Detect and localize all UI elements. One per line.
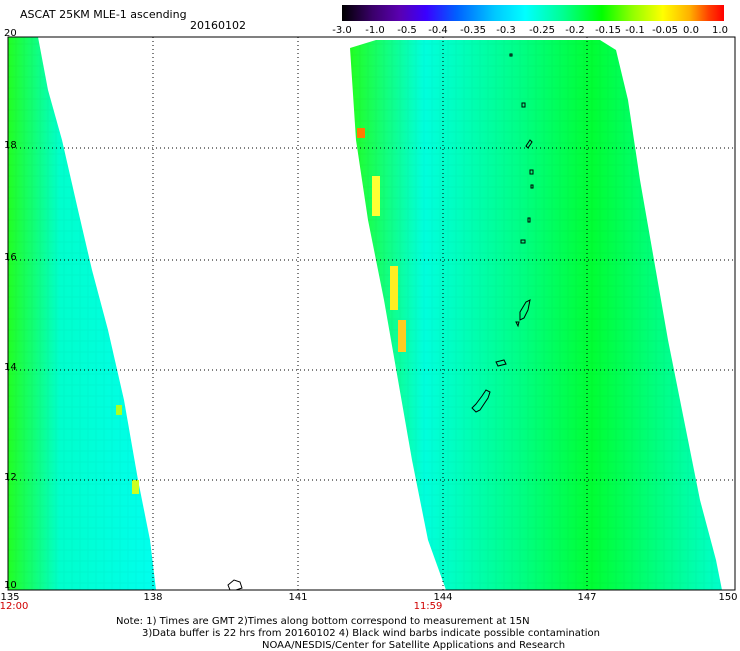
island-small	[530, 184, 534, 189]
island-saipan	[519, 299, 531, 321]
island-anatahan	[520, 239, 526, 244]
colorbar-label: -0.2	[565, 25, 585, 36]
lat-label: 16	[4, 252, 17, 263]
lat-label: 20	[4, 28, 17, 39]
lon-label: 150	[718, 592, 738, 603]
lat-label: 18	[4, 140, 17, 151]
time-label: 12:00	[0, 601, 29, 612]
map-title: ASCAT 25KM MLE-1 ascending	[20, 8, 187, 21]
island-bottom	[227, 579, 243, 591]
colorbar-labels: -3.0 -1.0 -0.5 -0.4 -0.35 -0.3 -0.25 -0.…	[330, 25, 736, 37]
lat-label: 12	[4, 472, 17, 483]
swath-left-pixels	[8, 37, 156, 590]
lon-label: 147	[577, 592, 597, 603]
map-date: 20160102	[190, 19, 246, 32]
colorbar-label: -0.5	[397, 25, 417, 36]
colorbar-label: -0.15	[595, 25, 621, 36]
colorbar-label: -0.25	[529, 25, 555, 36]
colorbar-label: -0.4	[428, 25, 448, 36]
grid-lines	[8, 37, 735, 590]
island-guam	[471, 389, 491, 413]
footnote-line: NOAA/NESDIS/Center for Satellite Applica…	[262, 640, 566, 651]
swath-right-pixels	[350, 40, 722, 590]
colorbar-label: 1.0	[712, 25, 728, 36]
island-tinian	[515, 321, 520, 328]
swath-right-edge-orange	[357, 128, 365, 138]
island-small	[529, 169, 534, 175]
colorbar-label: -0.3	[496, 25, 516, 36]
colorbar-label: -1.0	[365, 25, 385, 36]
colorbar	[342, 5, 724, 21]
colorbar-label: -0.35	[460, 25, 486, 36]
island-agrihan	[521, 102, 526, 108]
lon-label: 141	[288, 592, 308, 603]
lat-label: 10	[4, 580, 17, 591]
island-small	[527, 217, 531, 223]
swath-left-yellow	[116, 405, 122, 415]
colorbar-label: -0.1	[625, 25, 645, 36]
swath-right-edge-yellow	[372, 176, 380, 216]
lon-label: 135	[0, 592, 20, 603]
island-pagan	[525, 139, 533, 149]
island-north	[509, 53, 513, 57]
time-label: 11:59	[413, 601, 443, 612]
colorbar-label: 0.0	[683, 25, 699, 36]
colorbar-label: -0.05	[652, 25, 678, 36]
island-rota	[495, 359, 507, 367]
colorbar-label: -3.0	[332, 25, 352, 36]
swath-right-edge-yellow	[390, 266, 398, 310]
lat-label: 14	[4, 362, 17, 373]
footnote-line: 3)Data buffer is 22 hrs from 20160102 4)…	[142, 628, 600, 639]
lon-label: 144	[433, 592, 453, 603]
island-outlines	[227, 53, 534, 591]
swath-left-yellow	[132, 480, 139, 494]
plot-frame	[7, 36, 736, 591]
swath-right-edge-yellow	[398, 320, 406, 352]
footnote-line: Note: 1) Times are GMT 2)Times along bot…	[116, 616, 530, 627]
lon-label: 138	[143, 592, 163, 603]
